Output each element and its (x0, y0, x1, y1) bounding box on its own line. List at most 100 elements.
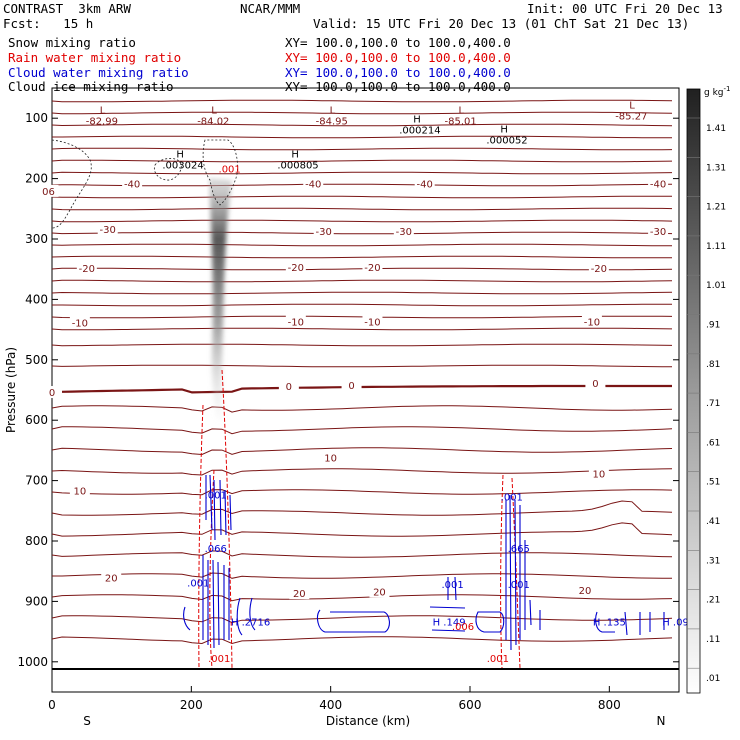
x-tick-label: 200 (180, 698, 203, 712)
temp-label: 20 (293, 589, 306, 600)
extrema-labels: L-82.99L-84.02L-84.95L-85.01L-85.27H.000… (86, 101, 648, 172)
temperature-contour (51, 171, 673, 175)
cloud-label: .001 (205, 491, 227, 502)
temp-label: 0 (348, 381, 354, 392)
cloud-label: .066 (205, 544, 227, 555)
temperature-contour (52, 572, 672, 579)
colorbar-unit: g kg-1 (704, 85, 730, 98)
y-tick-label: 800 (25, 534, 48, 548)
field-label-snow: Snow mixing ratio (8, 35, 136, 50)
y-tick-label: 400 (25, 292, 48, 306)
colorbar-label: .81 (706, 360, 720, 370)
temp-label-bg (362, 260, 383, 273)
temperature-contour (51, 195, 672, 199)
temperature-contour (51, 636, 673, 645)
temp-label-bg (320, 451, 341, 464)
extremum-kind: H (500, 125, 508, 136)
cloud-contour (429, 576, 466, 632)
temperature-contour (51, 550, 673, 558)
field-xy-cloud-ice: XY= 100.0,100.0 to 100.0,400.0 (285, 79, 511, 94)
temp-label: -40 (305, 180, 321, 191)
temp-label: 20 (579, 586, 592, 597)
temperature-contour (51, 147, 673, 151)
cloud-contour (595, 611, 665, 636)
temp-label-bg (69, 484, 90, 497)
temp-label-bg (588, 262, 609, 275)
temp-label-bg (289, 587, 310, 600)
colorbar-label: .01 (706, 674, 720, 684)
y-tick-label: 600 (25, 413, 48, 427)
temperature-contour (51, 489, 673, 496)
temp-label-bg (285, 315, 306, 328)
temp-label: 0 (286, 382, 292, 393)
colorbar-label: .21 (706, 596, 720, 606)
ice-contour-left (51, 139, 92, 229)
temperature-contour (51, 594, 673, 602)
cloud-contour (505, 494, 541, 651)
extremum-kind: H (413, 114, 421, 125)
temp-label: 20 (373, 587, 386, 598)
rain-contour (221, 369, 233, 669)
field-label-cloud-water: Cloud water mixing ratio (8, 65, 189, 80)
temp-label: 0 (49, 388, 55, 399)
temp-label-bg (581, 315, 602, 328)
y-tick-label: 100 (25, 111, 48, 125)
cloud-contour (205, 474, 232, 541)
y-axis-label: Pressure (hPa) (4, 347, 18, 433)
temperature-contour (51, 255, 672, 259)
temp-label-bg (278, 379, 299, 392)
temperature-contour (51, 279, 673, 283)
field-label-cloud-ice: Cloud ice mixing ratio (8, 79, 174, 94)
extremum-kind: H (291, 149, 299, 160)
colorbar-label: 1.31 (706, 163, 726, 173)
temp-label-bg (369, 585, 390, 598)
temp-label: -40 (650, 180, 666, 191)
y-tick-label: 900 (25, 594, 48, 608)
ice-contour (202, 139, 238, 206)
extremum-kind: L (330, 105, 336, 116)
temperature-contour (51, 327, 673, 331)
temp-label: 06 (42, 187, 55, 198)
y-tick-label: 200 (25, 172, 48, 186)
temp-label: -10 (364, 317, 380, 328)
temp-label-bg (574, 584, 595, 597)
x-tick-label: 400 (319, 698, 342, 712)
rain-contour (198, 404, 204, 669)
rain-contour (500, 474, 504, 669)
temp-label-bg (393, 224, 414, 237)
cloud-label: .001 (508, 580, 530, 591)
temp-label-bg (585, 376, 606, 389)
temp-label-bg (101, 571, 122, 584)
temp-label-bg (414, 177, 435, 190)
colorbar-label: .41 (706, 517, 720, 527)
extremum-kind: L (100, 105, 106, 116)
cloud-label: H .135 (593, 618, 626, 629)
temp-label-bg (38, 184, 59, 197)
temperature-contour (51, 522, 673, 537)
temperature-contour (51, 615, 673, 624)
extremum-kind: L (629, 101, 635, 112)
south-label: S (83, 714, 91, 728)
x-tick-label: 600 (459, 698, 482, 712)
colorbar-label: .91 (706, 321, 720, 331)
colorbar-labels: 1.41 1.31 1.21 1.11 1.01 .91 .81 .71 .61 .51 .41 .3… (687, 117, 726, 684)
init-time: Init: 00 UTC Fri 20 Dec 13 (527, 1, 723, 16)
extremum-value: -85.27 (615, 112, 647, 123)
extremum-value: -84.02 (197, 116, 229, 127)
rain-contours (198, 369, 521, 669)
temp-label-bg (76, 262, 97, 275)
valid-time: Valid: 15 UTC Fri 20 Dec 13 (01 ChT Sat … (313, 16, 690, 31)
temperature-contour (51, 447, 673, 456)
colorbar-label: .31 (706, 556, 720, 566)
temp-label: -30 (100, 225, 116, 236)
temperature-contour (51, 267, 673, 271)
rain-water-labels: .006 .001 .001 .001 (208, 165, 509, 665)
temperature-contour (51, 243, 672, 247)
temperature-contour (51, 426, 673, 435)
temperature-contour (51, 315, 673, 319)
colorbar-label: 1.01 (706, 281, 726, 291)
temperature-contour (51, 291, 673, 295)
temperature-contour (51, 183, 673, 187)
cloud-contour (183, 597, 256, 636)
